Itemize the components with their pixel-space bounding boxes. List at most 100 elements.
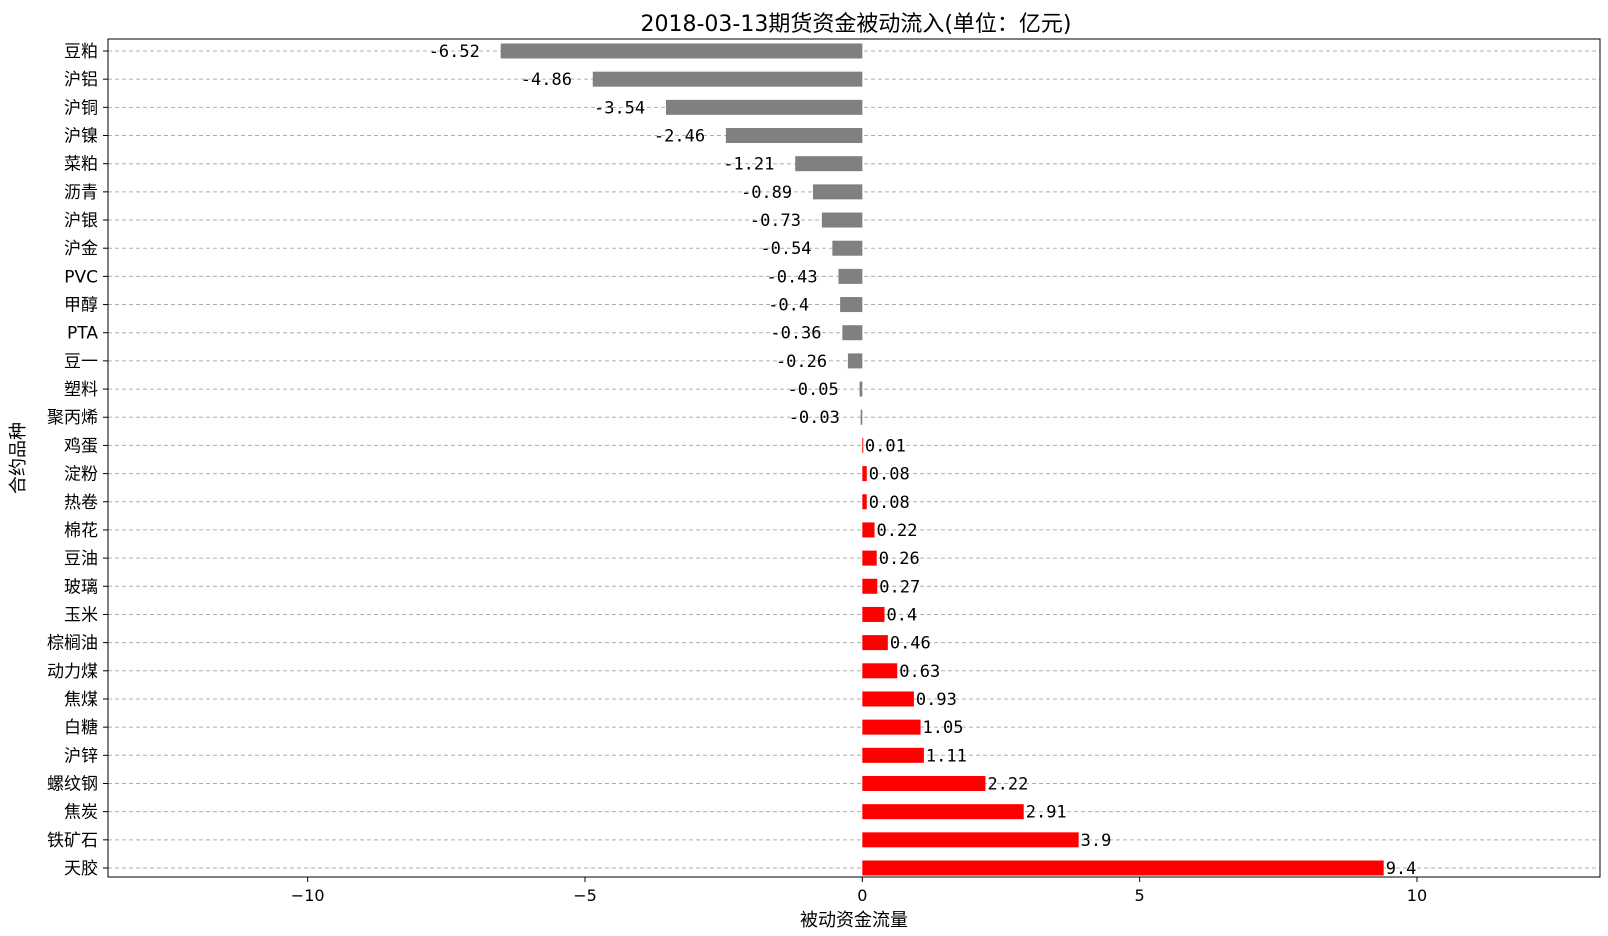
data-label: 0.63 bbox=[899, 662, 940, 682]
data-labels: -6.52 -4.86 -3.54 -2.46 -1.21 -0.89 -0.73 -0.54… bbox=[429, 42, 1417, 879]
y-tick-label: 焦炭 bbox=[64, 803, 98, 823]
y-tick-label: 白糖 bbox=[64, 718, 98, 738]
y-tick-label: 棕榈油 bbox=[47, 634, 98, 654]
y-tick-label: PTA bbox=[67, 324, 98, 344]
bar bbox=[862, 606, 885, 622]
bar bbox=[859, 381, 863, 397]
y-tick-label: 沪镍 bbox=[64, 127, 98, 147]
grid-lines bbox=[108, 50, 1600, 869]
bar bbox=[862, 522, 875, 538]
x-tick-label: 5 bbox=[1135, 886, 1145, 905]
data-label: -2.46 bbox=[654, 127, 705, 147]
bar bbox=[840, 297, 863, 313]
y-tick-label: 沪金 bbox=[64, 239, 98, 259]
bar bbox=[862, 747, 924, 763]
data-label: -0.4 bbox=[768, 296, 809, 316]
data-label: -0.26 bbox=[776, 352, 827, 372]
y-tick-label: 铁矿石 bbox=[47, 831, 98, 851]
y-tick-label: 沪铝 bbox=[64, 70, 98, 90]
y-axis-label: 合约品种 bbox=[8, 422, 29, 494]
y-tick-label: 淀粉 bbox=[64, 465, 98, 485]
bar bbox=[842, 325, 863, 341]
bars bbox=[500, 43, 1384, 876]
data-label: -0.89 bbox=[741, 183, 792, 203]
bar bbox=[862, 775, 986, 791]
chart-title: 2018-03-13期货资金被动流入(单位：亿元) bbox=[640, 12, 1071, 37]
data-label: 0.22 bbox=[877, 521, 918, 541]
x-tick-label: 10 bbox=[1407, 886, 1427, 905]
y-tick-label: 动力煤 bbox=[47, 662, 98, 682]
bar bbox=[862, 719, 921, 735]
y-tick-label: 棉花 bbox=[64, 521, 98, 541]
data-label: -0.54 bbox=[760, 239, 811, 259]
bar bbox=[862, 832, 1079, 848]
data-label: 0.08 bbox=[869, 465, 910, 485]
data-label: -1.21 bbox=[723, 155, 774, 175]
bar bbox=[862, 691, 914, 707]
data-label: 2.22 bbox=[987, 774, 1028, 794]
data-label: 0.93 bbox=[916, 690, 957, 710]
data-label: -3.54 bbox=[594, 98, 645, 118]
y-tick-label: 玻璃 bbox=[64, 577, 98, 597]
y-tick-label: 天胶 bbox=[64, 859, 98, 879]
y-tick-label: 热卷 bbox=[64, 493, 98, 513]
y-tick-label: PVC bbox=[64, 267, 98, 287]
bar bbox=[838, 268, 863, 284]
bar bbox=[862, 437, 864, 453]
bar bbox=[812, 184, 863, 200]
bar bbox=[862, 635, 888, 651]
y-tick-label: 沥青 bbox=[64, 183, 98, 203]
bar bbox=[665, 99, 863, 115]
x-tick-label: −5 bbox=[573, 886, 597, 905]
bar bbox=[862, 804, 1024, 820]
bar bbox=[832, 240, 863, 256]
y-tick-label: 鸡蛋 bbox=[64, 436, 98, 456]
bar bbox=[795, 156, 863, 172]
data-label: 1.11 bbox=[926, 746, 967, 766]
data-label: -4.86 bbox=[521, 70, 572, 90]
data-label: -0.36 bbox=[770, 324, 821, 344]
bar bbox=[862, 663, 898, 679]
bar bbox=[592, 71, 863, 87]
plot-frame bbox=[107, 38, 1601, 878]
bar bbox=[847, 353, 863, 369]
x-axis: −10 −5 0 5 10 bbox=[291, 877, 1427, 905]
data-label: -0.43 bbox=[766, 267, 817, 287]
x-tick-label: 0 bbox=[857, 886, 867, 905]
data-label: 0.26 bbox=[879, 549, 920, 569]
y-tick-label: 豆粕 bbox=[64, 42, 98, 62]
data-label: 1.05 bbox=[923, 718, 964, 738]
y-tick-label: 甲醇 bbox=[64, 296, 98, 316]
data-label: -0.05 bbox=[788, 380, 839, 400]
data-label: -0.03 bbox=[789, 408, 840, 428]
data-label: 0.08 bbox=[869, 493, 910, 513]
y-tick-label: 塑料 bbox=[64, 380, 98, 400]
data-label: 0.46 bbox=[890, 634, 931, 654]
bar bbox=[862, 550, 877, 566]
bar bbox=[862, 466, 867, 482]
data-label: 9.4 bbox=[1386, 859, 1417, 879]
data-label: 3.9 bbox=[1081, 831, 1112, 851]
data-label: 0.01 bbox=[865, 436, 906, 456]
bar bbox=[862, 578, 878, 594]
x-tick-label: −10 bbox=[291, 886, 325, 905]
y-tick-label: 豆一 bbox=[64, 352, 98, 372]
data-label: -6.52 bbox=[429, 42, 480, 62]
data-label: 2.91 bbox=[1026, 803, 1067, 823]
y-tick-label: 沪铜 bbox=[64, 98, 98, 118]
bar bbox=[725, 128, 863, 144]
data-label: -0.73 bbox=[750, 211, 801, 231]
bar bbox=[860, 409, 863, 425]
y-tick-label: 沪锌 bbox=[64, 746, 98, 766]
y-tick-label: 螺纹钢 bbox=[47, 774, 98, 794]
bar bbox=[862, 860, 1384, 876]
y-tick-label: 焦煤 bbox=[64, 690, 98, 710]
bar bbox=[862, 494, 867, 510]
y-tick-label: 沪银 bbox=[64, 211, 98, 231]
bar bbox=[821, 212, 863, 228]
y-tick-label: 玉米 bbox=[64, 605, 98, 625]
data-label: 0.4 bbox=[887, 605, 918, 625]
y-tick-label: 豆油 bbox=[64, 549, 98, 569]
